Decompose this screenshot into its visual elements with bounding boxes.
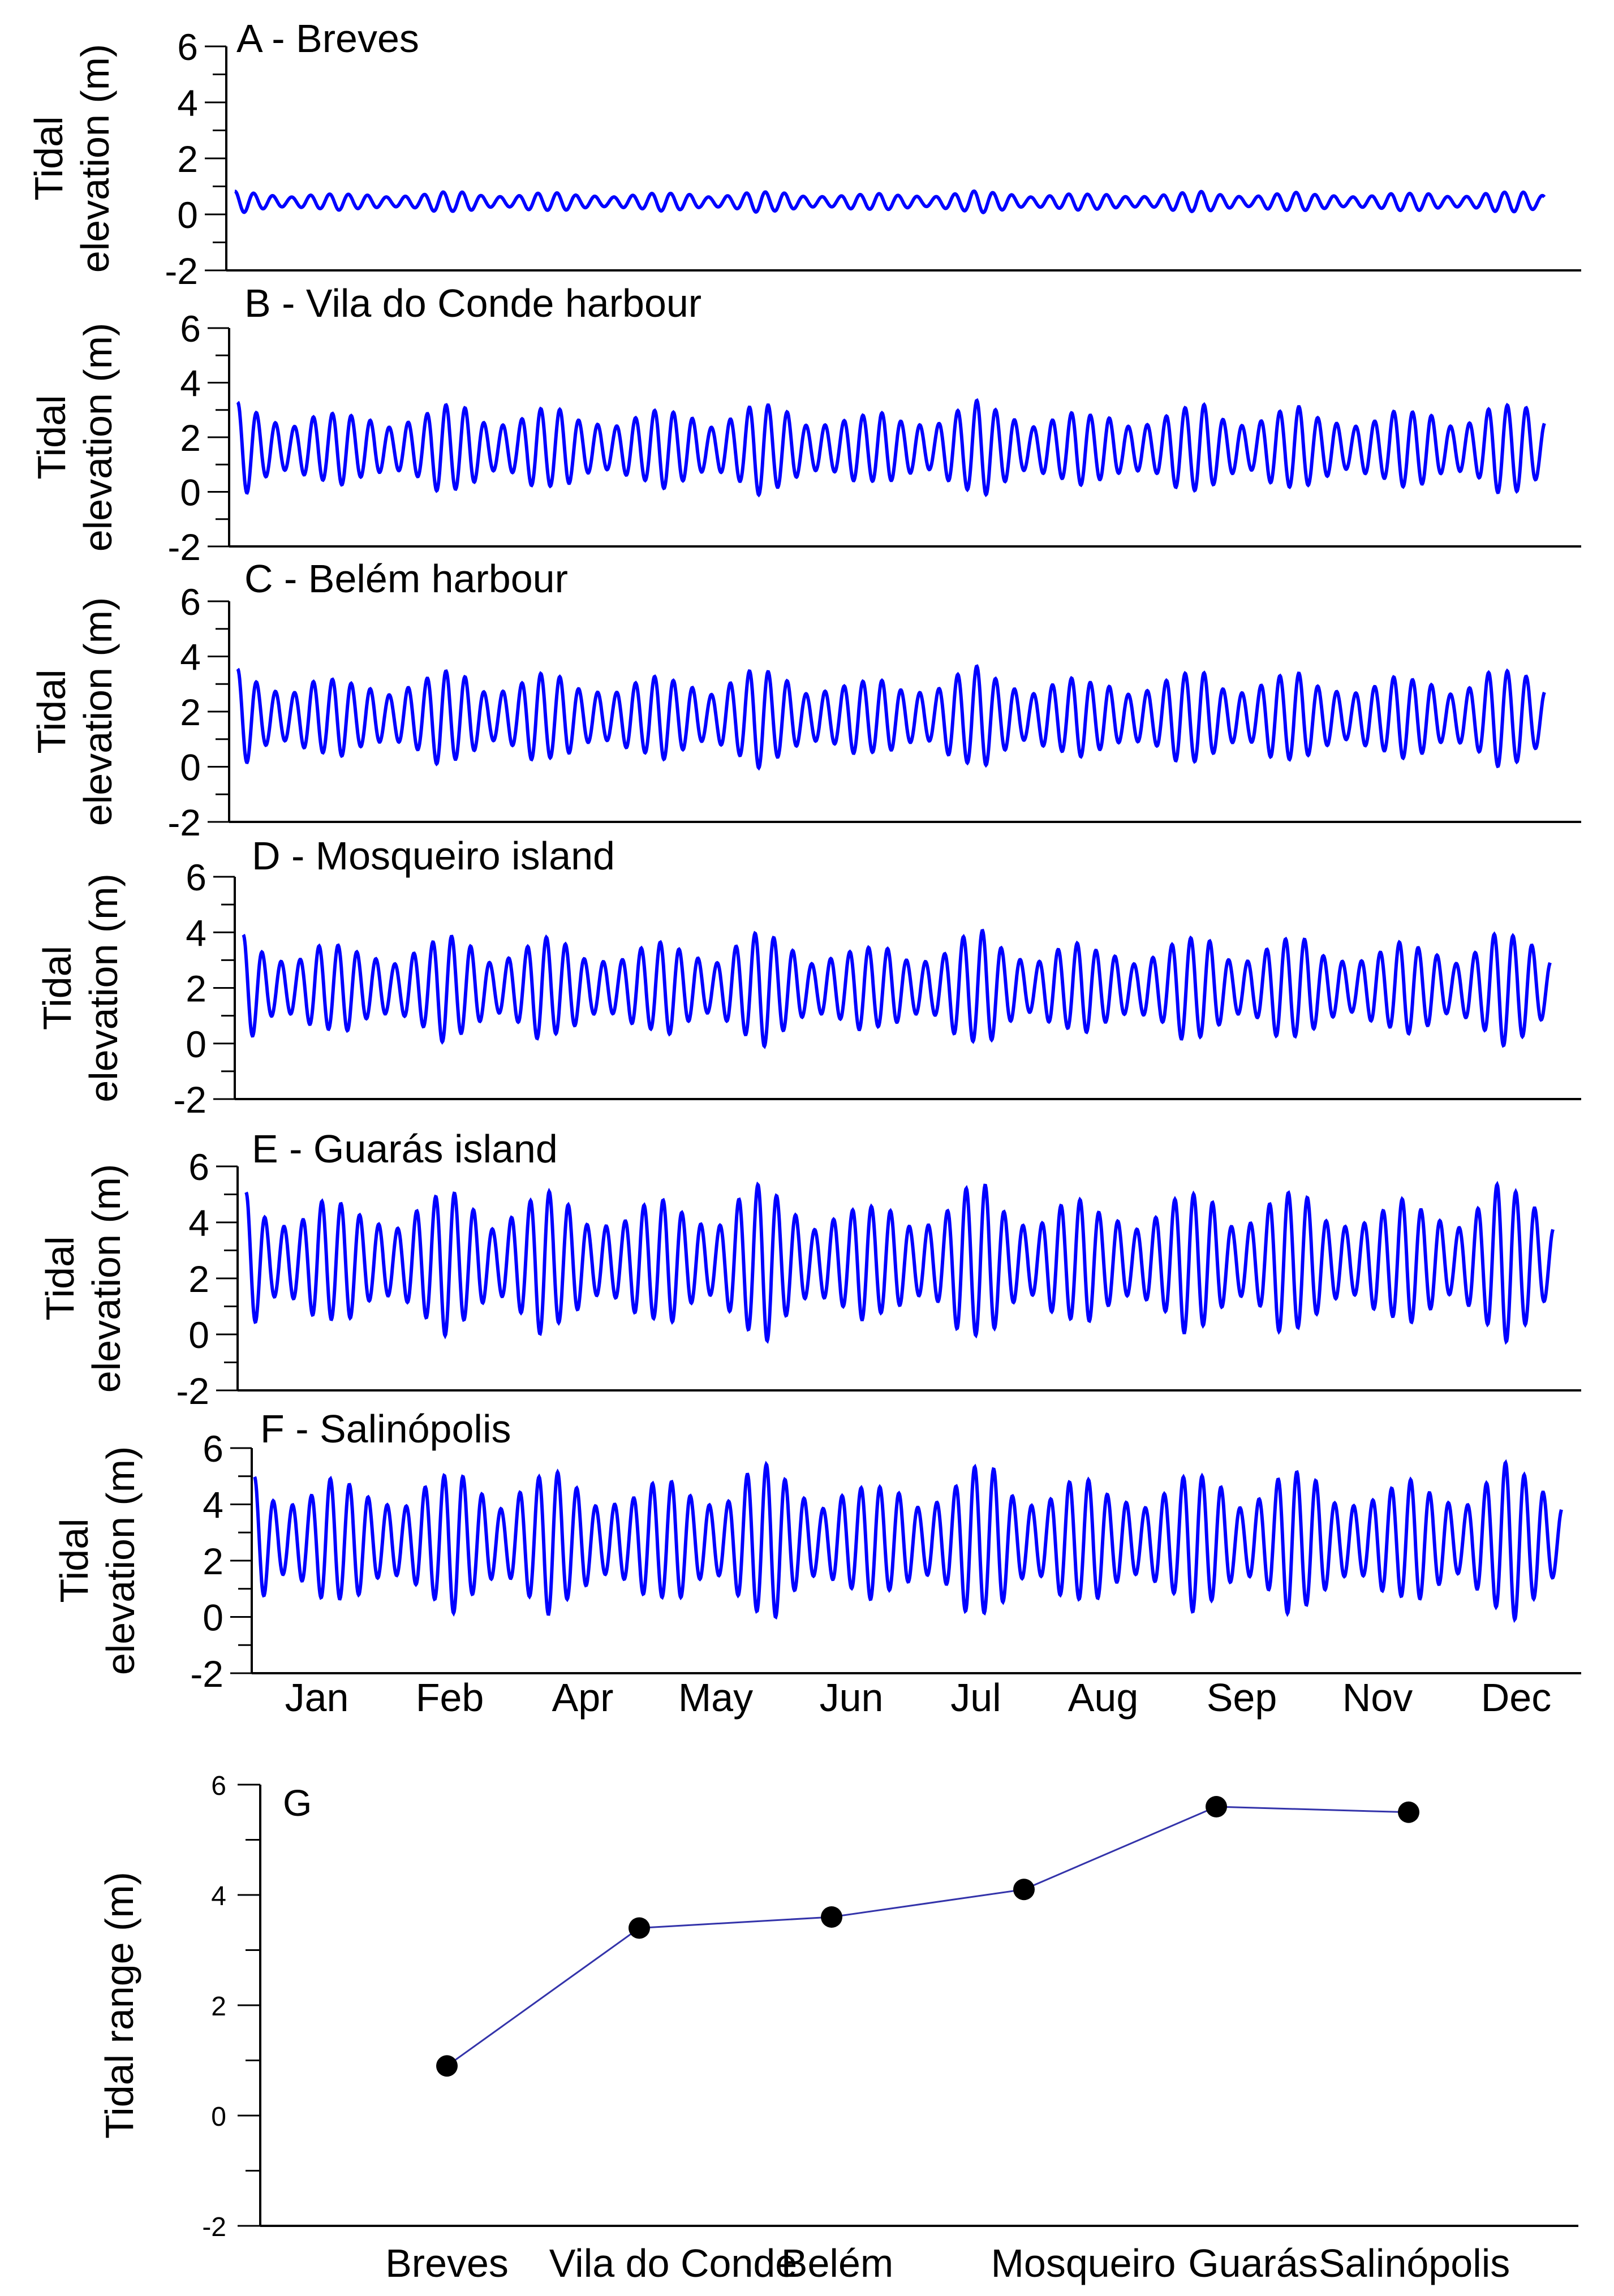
g-data-point xyxy=(1398,1801,1419,1823)
g-x-tick-label: Vila do Conde xyxy=(549,2241,798,2285)
g-x-tick-label: Guarás xyxy=(1188,2241,1318,2285)
y-axis-label-line: Tidal xyxy=(29,669,74,753)
g-y-tick-label: 2 xyxy=(211,1992,226,2022)
y-tick-label: 6 xyxy=(203,1428,223,1470)
tidal-elevation-series xyxy=(236,398,1546,498)
y-axis-label-line: elevation (m) xyxy=(98,1446,143,1675)
x-tick-label: Jun xyxy=(820,1675,884,1720)
g-data-point xyxy=(821,1906,842,1928)
y-axis-label-line: Tidal xyxy=(27,116,71,200)
y-tick-label: 0 xyxy=(188,1314,209,1356)
panel-title: E - Guarás island xyxy=(252,1127,558,1171)
y-tick-label: 6 xyxy=(180,581,201,623)
x-tick-label: Jul xyxy=(950,1675,1001,1720)
x-tick-label: Feb xyxy=(416,1675,484,1720)
y-tick-label: 4 xyxy=(180,636,201,678)
y-tick-label: 0 xyxy=(186,1023,206,1065)
y-axis-label-line: Tidal xyxy=(29,395,74,479)
g-tidal-range-line xyxy=(446,1806,1409,2067)
tidal-elevation-series xyxy=(236,664,1546,771)
g-x-tick-label: Belém xyxy=(781,2241,893,2285)
g-data-point xyxy=(436,2055,458,2077)
panel-title: D - Mosqueiro island xyxy=(252,834,615,878)
y-axis-label: Tidalelevation (m) xyxy=(29,597,120,826)
y-axis-label-line: elevation (m) xyxy=(76,597,120,826)
panel-title: C - Belém harbour xyxy=(244,557,568,601)
y-tick-label: 6 xyxy=(188,1146,209,1188)
g-y-tick-label: 4 xyxy=(211,1881,226,1911)
y-tick-label: 0 xyxy=(177,194,198,236)
y-axis-label-line: elevation (m) xyxy=(84,1164,128,1393)
tidal-elevation-series xyxy=(244,1181,1555,1345)
y-tick-label: 2 xyxy=(180,417,201,459)
x-tick-label: Nov xyxy=(1342,1675,1413,1720)
y-tick-label: 4 xyxy=(188,1202,209,1244)
y-tick-label: -2 xyxy=(190,1653,223,1695)
g-y-tick-label: -2 xyxy=(202,2212,226,2242)
g-y-axis-label: Tidal range (m) xyxy=(97,1872,141,2139)
g-x-tick-label: Breves xyxy=(385,2241,509,2285)
y-axis-label-line: elevation (m) xyxy=(81,873,126,1102)
y-axis-label-line: Tidal xyxy=(52,1518,96,1603)
g-data-point xyxy=(629,1917,650,1939)
y-tick-label: 0 xyxy=(180,747,201,789)
y-tick-label: 4 xyxy=(180,363,201,404)
x-tick-label: Dec xyxy=(1481,1675,1551,1720)
g-y-tick-label: 6 xyxy=(211,1771,226,1801)
y-tick-label: 0 xyxy=(180,472,201,514)
y-axis-label: Tidalelevation (m) xyxy=(38,1164,128,1393)
y-tick-label: -2 xyxy=(165,250,198,292)
y-tick-label: 6 xyxy=(177,26,198,68)
y-axis-label-line: Tidal xyxy=(38,1236,82,1320)
y-axis-label: Tidalelevation (m) xyxy=(35,873,126,1102)
g-panel-title: G xyxy=(283,1782,312,1824)
y-tick-label: 6 xyxy=(180,308,201,350)
y-tick-label: -2 xyxy=(167,526,201,568)
y-axis-label-line: elevation (m) xyxy=(76,323,120,552)
y-tick-label: 2 xyxy=(203,1540,223,1582)
y-tick-label: 2 xyxy=(177,138,198,180)
y-tick-label: -2 xyxy=(173,1079,206,1121)
x-tick-label: Sep xyxy=(1207,1675,1277,1720)
g-x-tick-label: Mosqueiro xyxy=(991,2241,1176,2285)
tidal-elevation-series xyxy=(253,1459,1563,1623)
y-tick-label: 2 xyxy=(180,691,201,733)
y-tick-label: 4 xyxy=(177,82,198,124)
y-axis-label-line: Tidal xyxy=(35,946,79,1030)
y-tick-label: -2 xyxy=(176,1370,209,1412)
y-tick-label: 4 xyxy=(186,912,206,954)
y-tick-label: 4 xyxy=(203,1484,223,1526)
g-y-tick-label: 0 xyxy=(211,2102,226,2132)
g-x-tick-label: Salinópolis xyxy=(1319,2241,1510,2285)
y-tick-label: 6 xyxy=(186,856,206,898)
x-tick-label: Apr xyxy=(552,1675,614,1720)
x-tick-label: Jan xyxy=(285,1675,349,1720)
panel-title: F - Salinópolis xyxy=(260,1407,511,1451)
y-axis-label: Tidalelevation (m) xyxy=(52,1446,143,1675)
x-tick-label: Aug xyxy=(1068,1675,1139,1720)
y-axis-label-line: elevation (m) xyxy=(73,44,117,273)
x-tick-label: May xyxy=(678,1675,753,1720)
y-tick-label: 2 xyxy=(188,1258,209,1300)
y-tick-label: -2 xyxy=(167,802,201,843)
y-tick-label: 2 xyxy=(186,968,206,1010)
y-axis-label: Tidalelevation (m) xyxy=(27,44,117,273)
panel-title: B - Vila do Conde harbour xyxy=(244,281,701,325)
g-data-point xyxy=(1206,1796,1227,1817)
g-data-point xyxy=(1013,1879,1035,1901)
tidal-elevation-series xyxy=(242,928,1552,1049)
y-axis-label: Tidalelevation (m) xyxy=(29,323,120,552)
tidal-elevation-series xyxy=(234,189,1546,214)
panel-title: A - Breves xyxy=(236,16,419,61)
y-tick-label: 0 xyxy=(203,1597,223,1639)
